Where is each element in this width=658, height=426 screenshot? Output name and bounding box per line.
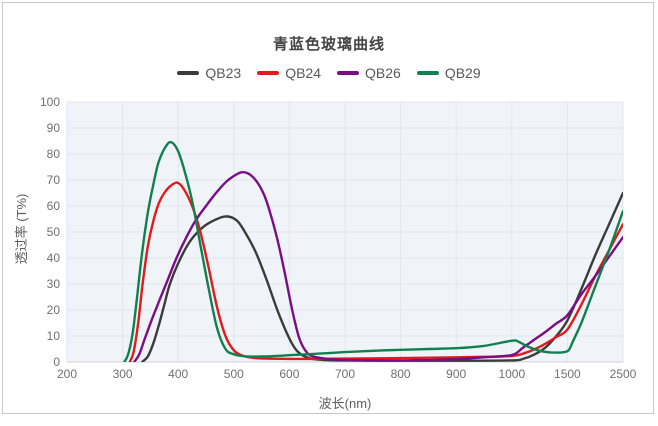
- y-tick-label: 90: [46, 121, 60, 135]
- legend-label: QB29: [444, 65, 481, 81]
- y-tick-label: 10: [46, 329, 60, 343]
- y-tick-label: 70: [46, 173, 60, 187]
- series-line-QB29: [123, 140, 623, 362]
- x-axis-title: 波长(nm): [318, 396, 372, 411]
- legend-dash-icon: [177, 71, 200, 75]
- y-tick-label: 20: [46, 303, 60, 317]
- y-tick-label: 0: [53, 355, 60, 369]
- x-tick-label: 1000: [498, 367, 526, 381]
- y-tick-label: 30: [46, 277, 60, 291]
- x-tick-label: 400: [168, 367, 189, 381]
- x-tick-label: 800: [390, 367, 411, 381]
- y-tick-label: 80: [46, 147, 60, 161]
- x-tick-label: 1500: [554, 367, 581, 381]
- series-line-QB26: [133, 170, 623, 362]
- x-tick-label: 200: [56, 367, 78, 381]
- x-tick-label: 300: [112, 367, 133, 381]
- x-tick-label: 600: [279, 367, 300, 381]
- y-tick-label: 40: [46, 251, 60, 265]
- y-axis-title: 透过率 (T%): [14, 193, 29, 265]
- x-tick-label: 2500: [609, 367, 637, 381]
- x-tick-label: 500: [223, 367, 244, 381]
- legend-dash-icon: [416, 71, 439, 75]
- legend-label: QB24: [285, 65, 321, 81]
- legend-label: QB23: [205, 65, 242, 81]
- legend-label: QB26: [365, 65, 401, 81]
- legend: QB23 QB24 QB26 QB29: [0, 65, 658, 81]
- legend-item-QB24[interactable]: QB24: [257, 65, 321, 81]
- legend-dash-icon: [337, 71, 359, 75]
- y-tick-label: 50: [46, 225, 60, 239]
- chart-title: 青蓝色玻璃曲线: [272, 36, 385, 53]
- y-tick-label: 100: [39, 95, 60, 109]
- legend-item-QB26[interactable]: QB26: [337, 65, 401, 81]
- x-tick-label: 900: [446, 367, 467, 381]
- x-tick-label: 700: [334, 367, 356, 381]
- legend-dash-icon: [257, 71, 280, 75]
- y-tick-label: 60: [46, 199, 60, 213]
- legend-item-QB23[interactable]: QB23: [177, 65, 241, 81]
- legend-item-QB29[interactable]: QB29: [416, 65, 481, 81]
